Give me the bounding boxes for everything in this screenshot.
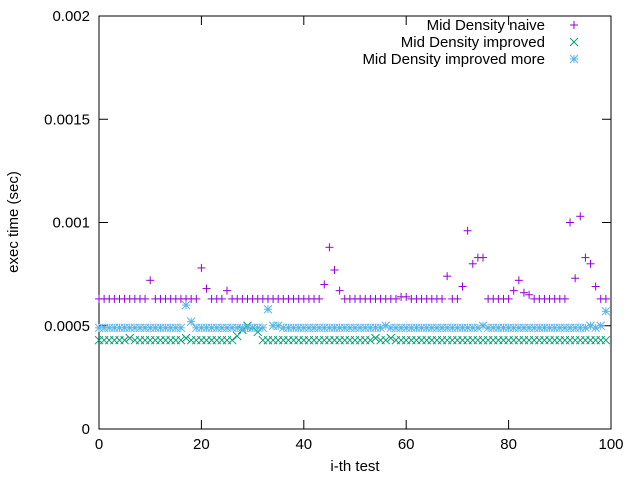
data-point [381,335,391,345]
data-point [381,321,391,331]
data-point [320,280,329,289]
data-point [192,294,201,303]
data-point [586,259,595,268]
data-point [402,292,411,301]
legend-marker [569,54,579,64]
data-point [325,243,334,252]
data-point [141,294,150,303]
legend-label: Mid Density improved more [362,51,545,68]
x-tick-label: 60 [398,436,415,453]
y-tick-label: 0.0015 [44,111,90,128]
data-point [146,276,155,285]
data-point [458,282,467,291]
data-point [591,282,600,291]
data-point [468,259,477,268]
data-point [371,333,380,343]
data-point [176,323,186,333]
data-point [125,333,135,343]
data-point [571,274,580,283]
data-point [253,327,263,337]
x-tick-label: 40 [295,436,312,453]
data-point [263,304,273,314]
data-point [366,335,375,345]
data-point [514,276,523,285]
data-point [330,265,339,274]
data-point [581,253,590,262]
plot-frame [98,15,612,430]
series-1 [95,212,610,303]
data-point [601,294,610,303]
data-point [601,335,611,345]
y-tick-label: 0.002 [52,8,90,25]
data-point [560,294,569,303]
data-point [181,333,191,343]
data-point [519,288,528,297]
data-point [335,286,344,295]
x-tick-label: 80 [500,436,517,453]
data-point [525,290,534,299]
y-axis-title: exec time (sec) [5,171,22,273]
legend-marker [570,21,578,29]
data-point [596,321,606,331]
data-point [232,331,242,341]
data-point [197,263,206,272]
data-point [586,321,595,331]
data-point [315,294,324,303]
data-points [94,212,611,345]
data-point [186,317,196,326]
x-tick-label: 100 [598,436,623,453]
data-point [463,226,472,235]
legend-label: Mid Density naive [427,17,545,34]
data-point [453,294,462,303]
data-point [504,294,513,303]
data-point [438,294,447,303]
data-point [202,284,211,293]
data-point [217,294,226,303]
y-axis-ticks: 0 0.0005 0.001 0.0015 0.002 [44,8,611,438]
x-tick-label: 0 [95,436,103,453]
x-axis-ticks: 0 20 40 60 80 100 [95,16,624,453]
data-point [223,286,231,295]
y-tick-label: 0 [82,421,90,438]
data-point [566,218,575,227]
y-tick-label: 0.001 [52,215,90,232]
data-point [601,306,611,316]
data-point [176,335,186,345]
series-3 [94,300,611,333]
x-axis-title: i-th test [330,458,380,475]
data-point [227,335,237,345]
data-point [391,294,400,303]
data-point [181,300,191,310]
series-2 [94,321,611,345]
data-point [443,272,452,281]
data-point [576,212,585,221]
data-point [479,253,487,262]
legend-marker [569,37,579,47]
y-tick-label: 0.0005 [44,318,90,335]
legend-label: Mid Density improved [401,34,545,51]
data-point [258,323,268,333]
data-point [386,333,396,343]
x-tick-label: 20 [193,436,210,453]
data-point [509,286,518,295]
data-point [120,335,129,345]
